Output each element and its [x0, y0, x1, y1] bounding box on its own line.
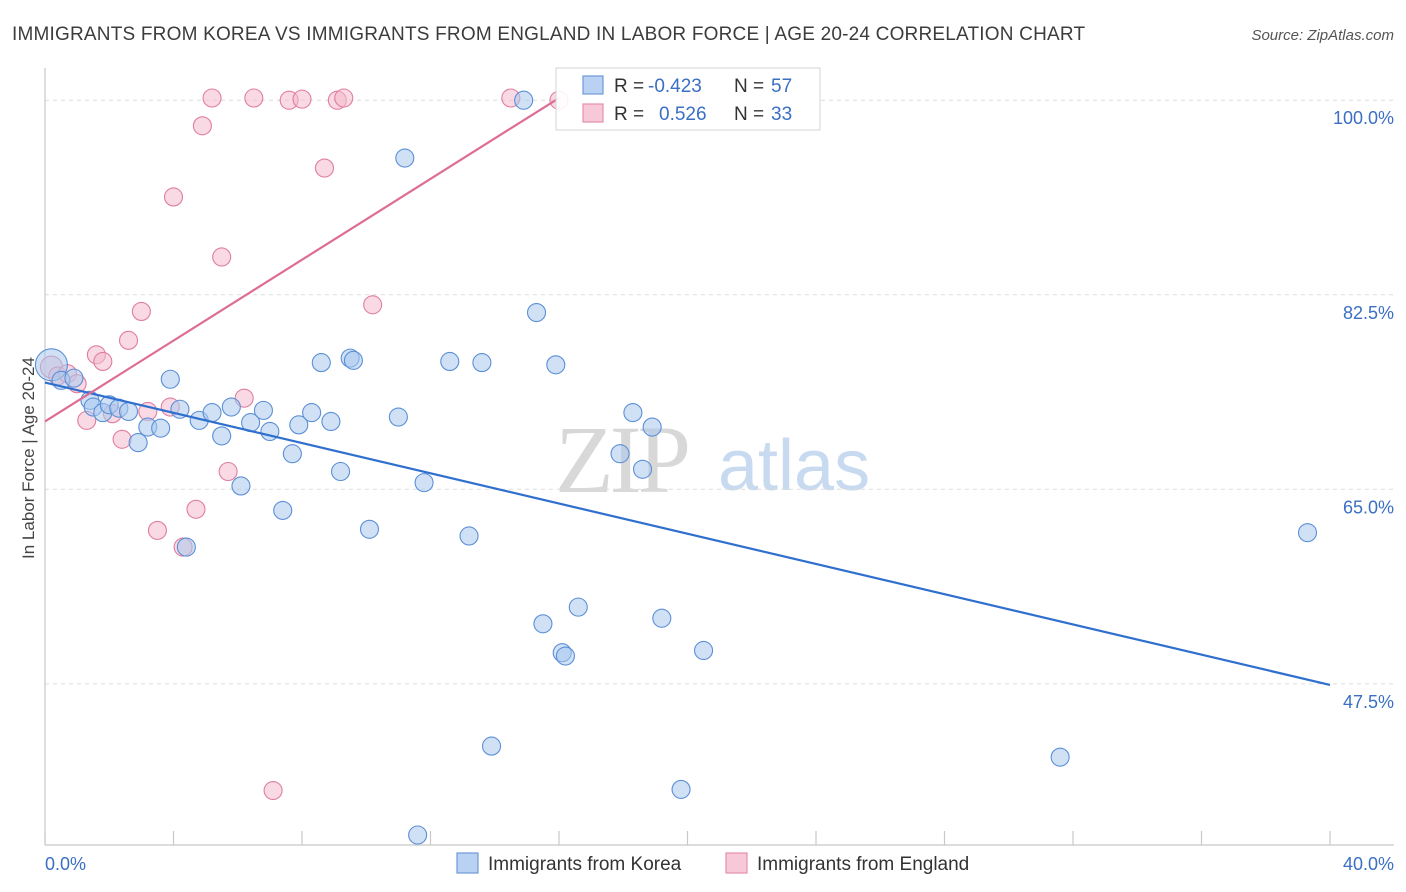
korea-point-26 — [302, 403, 322, 423]
y-tick-label-1: 82.5% — [1343, 303, 1394, 323]
y-tick-labels: 100.0% 82.5% 65.0% 47.5% — [1333, 108, 1394, 712]
korea-point-50 — [632, 459, 653, 479]
korea-point-23 — [273, 500, 293, 520]
england-point-6 — [93, 351, 113, 372]
korea-point-32 — [359, 519, 380, 539]
korea-trend-line — [44, 381, 1331, 687]
england-point-29 — [363, 295, 383, 315]
korea-point-37 — [440, 351, 460, 372]
legend-korea-label: Immigrants from Korea — [488, 854, 682, 875]
korea-point-51 — [642, 417, 662, 437]
korea-point-19 — [231, 476, 251, 496]
korea-point-14 — [176, 537, 196, 557]
x-tick-labels: 0.0% 40.0% — [45, 854, 1394, 874]
korea-point-12 — [160, 369, 180, 389]
series-legend: Immigrants from Korea Immigrants from En… — [456, 852, 969, 875]
korea-swatch — [582, 75, 604, 95]
england-point-12 — [147, 520, 167, 540]
england-point-20 — [218, 461, 238, 482]
korea-point-24 — [282, 444, 302, 464]
england-swatch — [582, 103, 604, 123]
korea-point-35 — [408, 825, 428, 845]
korea-point-28 — [321, 411, 341, 432]
korea-point-29 — [330, 461, 351, 482]
england-point-23 — [263, 780, 283, 801]
korea-point-17 — [212, 426, 232, 446]
korea-point-16 — [202, 403, 222, 423]
england-point-16 — [186, 499, 206, 519]
england-point-9 — [118, 330, 139, 350]
korea-point-34 — [395, 148, 415, 168]
x-tick-label-1: 40.0% — [1343, 854, 1394, 874]
korea-point-25 — [289, 415, 309, 435]
korea-point-47 — [568, 597, 588, 617]
axes — [44, 68, 1394, 846]
korea-point-41 — [514, 90, 534, 110]
england-trend-line — [44, 97, 560, 423]
korea-point-52 — [652, 608, 672, 628]
korea-point-43 — [533, 614, 553, 634]
correlation-legend: R = -0.423 N = 57 R = 0.526 N = 33 — [555, 67, 821, 131]
korea-point-18 — [221, 397, 241, 417]
england-point-22 — [244, 88, 264, 108]
series-korea-points — [34, 90, 1318, 845]
y-axis-label: In Labor Force | Age 20-24 — [19, 357, 38, 559]
legend-england-label: Immigrants from England — [757, 854, 969, 875]
korea-point-44 — [546, 355, 566, 375]
england-point-10 — [131, 301, 151, 321]
england-point-17 — [192, 116, 212, 136]
legend-korea-swatch — [456, 852, 479, 874]
korea-point-8 — [118, 401, 139, 422]
y-tick-label-2: 65.0% — [1343, 497, 1394, 517]
korea-r-label: R = — [614, 76, 644, 97]
korea-point-21 — [253, 400, 274, 420]
england-point-18 — [202, 88, 222, 108]
korea-n-label: N = — [734, 76, 764, 97]
england-point-26 — [314, 158, 335, 178]
y-tick-label-3: 47.5% — [1343, 692, 1394, 712]
korea-point-36 — [414, 473, 434, 493]
korea-point-27 — [311, 353, 331, 373]
korea-point-53 — [694, 640, 714, 661]
watermark-atlas: atlas — [718, 426, 870, 506]
chart-title: IMMIGRANTS FROM KOREA VS IMMIGRANTS FROM… — [12, 24, 1085, 45]
watermark: ZIP atlas — [555, 406, 870, 513]
england-point-19 — [212, 247, 232, 267]
korea-point-39 — [472, 353, 492, 373]
korea-point-49 — [623, 403, 643, 423]
england-point-14 — [163, 187, 184, 207]
legend-england-swatch — [725, 852, 748, 874]
korea-point-46 — [555, 646, 575, 666]
england-n-value: 33 — [771, 104, 792, 125]
england-point-28 — [334, 88, 354, 108]
korea-point-2 — [64, 368, 84, 388]
korea-point-11 — [151, 418, 171, 438]
x-tick-label-0: 0.0% — [45, 854, 86, 874]
y-tick-label-0: 100.0% — [1333, 108, 1394, 128]
korea-point-31 — [343, 350, 363, 370]
korea-point-33 — [388, 407, 408, 427]
korea-point-54 — [1050, 747, 1070, 767]
trend-lines — [44, 97, 1331, 687]
england-r-label: R = — [614, 104, 644, 125]
korea-point-56 — [671, 779, 691, 799]
korea-n-value: 57 — [771, 76, 792, 97]
korea-point-55 — [1297, 523, 1318, 543]
korea-point-40 — [481, 736, 502, 756]
england-point-8 — [112, 429, 132, 449]
england-n-label: N = — [734, 104, 764, 125]
england-r-value: 0.526 — [659, 104, 707, 125]
korea-point-38 — [459, 526, 479, 546]
source-credit: Source: ZipAtlas.com — [1251, 27, 1394, 44]
england-point-25 — [292, 89, 312, 109]
korea-r-value: -0.423 — [648, 76, 702, 97]
korea-point-42 — [526, 302, 547, 323]
korea-point-48 — [610, 444, 630, 464]
korea-point-9 — [128, 433, 148, 453]
